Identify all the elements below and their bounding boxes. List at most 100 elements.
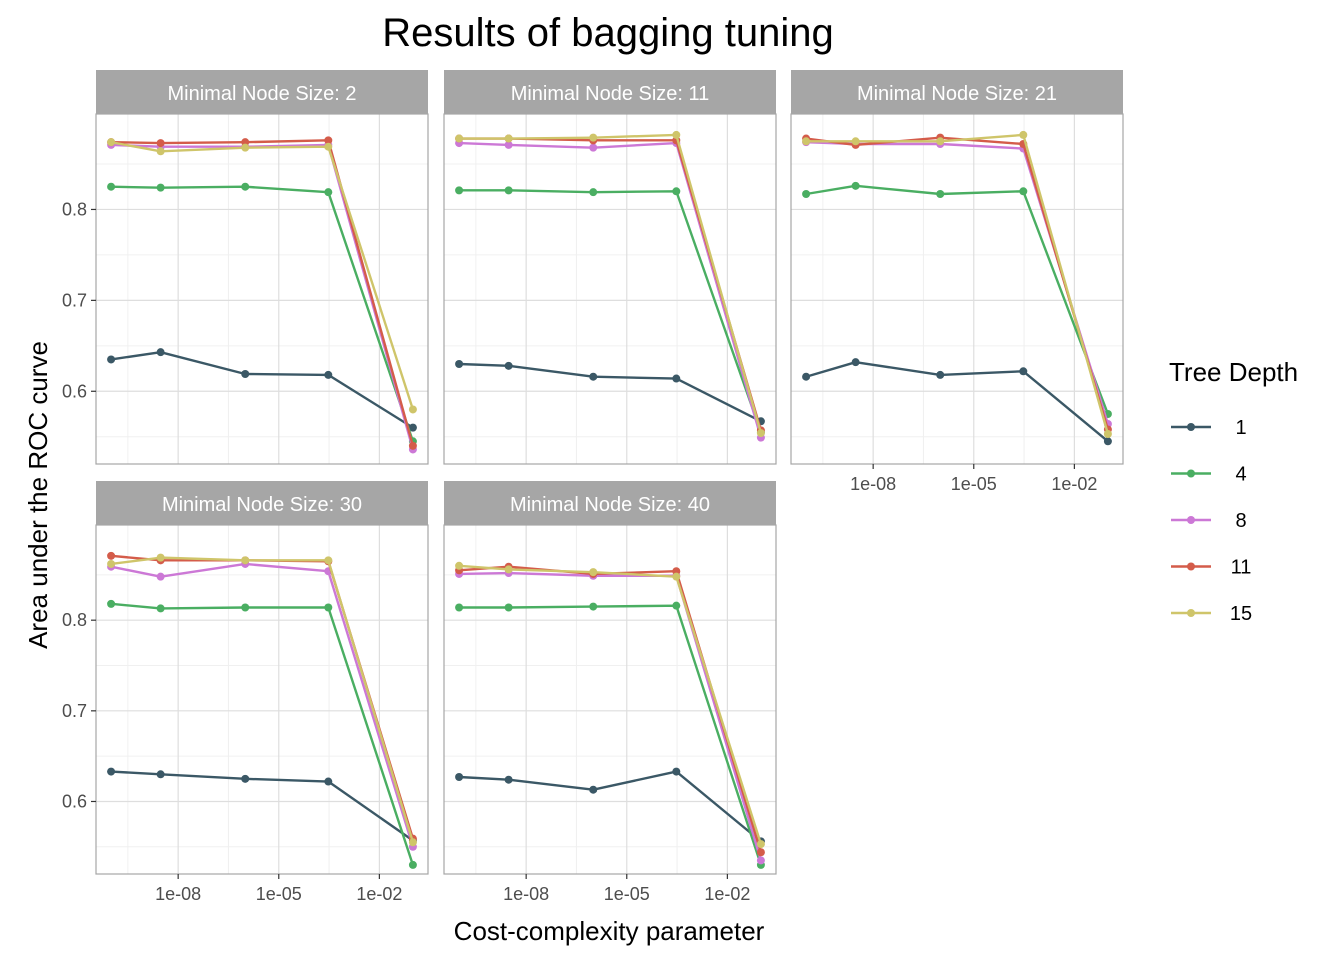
data-point bbox=[589, 372, 598, 381]
facet-strip bbox=[444, 481, 776, 525]
y-tick-label: 0.6 bbox=[62, 381, 87, 401]
y-tick-label: 0.6 bbox=[62, 791, 87, 811]
facet-strip bbox=[791, 70, 1123, 114]
facet-panel: Minimal Node Size: 11 bbox=[443, 70, 777, 465]
data-point bbox=[324, 142, 333, 151]
x-tick-label: 1e-05 bbox=[604, 884, 650, 904]
panel-background bbox=[444, 114, 776, 464]
panel-border bbox=[443, 113, 777, 465]
data-point bbox=[589, 188, 598, 197]
data-point bbox=[851, 137, 860, 146]
data-point bbox=[241, 182, 250, 191]
data-point bbox=[936, 190, 945, 198]
data-point bbox=[589, 133, 598, 142]
data-point bbox=[672, 187, 681, 196]
facet-strip bbox=[96, 70, 428, 114]
data-point bbox=[455, 186, 464, 195]
y-tick-label: 0.7 bbox=[62, 701, 87, 721]
y-tick-label: 0.7 bbox=[62, 290, 87, 310]
data-point bbox=[504, 186, 513, 195]
data-point bbox=[107, 138, 116, 147]
data-point bbox=[936, 370, 945, 379]
facet-panel: Minimal Node Size: 2 0.6 0.7 0.8 bbox=[62, 70, 429, 465]
data-point bbox=[1019, 187, 1028, 196]
facet-panel: Minimal Node Size: 30 0.6 0.7 0.8 1e-08 1e-05… bbox=[62, 481, 429, 904]
legend-key-point bbox=[1187, 562, 1195, 571]
data-point bbox=[455, 603, 464, 612]
data-point bbox=[756, 429, 765, 438]
data-point bbox=[156, 604, 165, 613]
data-point bbox=[107, 551, 116, 560]
data-point bbox=[107, 355, 116, 364]
legend-key-point bbox=[1187, 516, 1195, 524]
data-point bbox=[756, 856, 765, 865]
facet-strip-label: Minimal Node Size: 11 bbox=[511, 83, 710, 105]
data-point bbox=[156, 553, 165, 562]
data-point bbox=[936, 137, 945, 146]
legend-entry-label: 8 bbox=[1235, 510, 1246, 532]
data-point bbox=[756, 848, 765, 857]
data-point bbox=[156, 147, 165, 156]
data-point bbox=[408, 838, 417, 847]
legend-key-point bbox=[1187, 423, 1195, 431]
x-tick-label: 1e-02 bbox=[356, 884, 402, 904]
data-point bbox=[107, 182, 116, 191]
data-point bbox=[241, 370, 250, 378]
data-point bbox=[455, 561, 464, 570]
data-point bbox=[672, 374, 681, 383]
data-point bbox=[802, 372, 811, 381]
legend-title: Tree Depth bbox=[1169, 357, 1298, 387]
panel-border bbox=[95, 524, 429, 875]
facet-strip bbox=[444, 70, 776, 114]
panel-border bbox=[443, 524, 777, 875]
data-point bbox=[1019, 367, 1028, 376]
x-tick-label: 1e-02 bbox=[704, 884, 750, 904]
data-point bbox=[504, 140, 513, 149]
x-axis-label: Cost-complexity parameter bbox=[454, 916, 765, 946]
facet-strip-label: Minimal Node Size: 30 bbox=[162, 494, 362, 516]
data-point bbox=[324, 556, 333, 565]
x-tick-label: 1e-02 bbox=[1051, 474, 1097, 494]
legend-entry-label: 1 bbox=[1235, 417, 1246, 439]
data-point bbox=[241, 774, 250, 783]
data-point bbox=[408, 860, 417, 869]
facet-strip-label: Minimal Node Size: 2 bbox=[168, 83, 357, 105]
data-point bbox=[1103, 430, 1112, 438]
legend-key-point bbox=[1187, 469, 1195, 478]
data-point bbox=[802, 137, 811, 146]
panel-background bbox=[96, 525, 428, 874]
legend-entry-label: 11 bbox=[1231, 557, 1252, 579]
data-point bbox=[504, 603, 513, 612]
data-point bbox=[241, 603, 250, 612]
data-point bbox=[156, 572, 165, 581]
data-point bbox=[672, 767, 681, 776]
data-point bbox=[324, 370, 333, 379]
y-axis-label: Area under the ROC curve bbox=[23, 341, 53, 649]
data-point bbox=[107, 599, 116, 608]
panel-border bbox=[95, 113, 429, 465]
x-tick-label: 1e-08 bbox=[503, 884, 549, 904]
data-point bbox=[324, 777, 333, 786]
data-point bbox=[324, 188, 333, 197]
facet-panel: Minimal Node Size: 21 1e-08 1e-05 1e-02 bbox=[790, 70, 1124, 494]
facet-strip bbox=[96, 481, 428, 525]
data-point bbox=[241, 143, 250, 152]
data-point bbox=[107, 559, 116, 568]
data-point bbox=[504, 565, 513, 574]
data-point bbox=[455, 360, 464, 368]
data-point bbox=[408, 405, 417, 414]
data-point bbox=[156, 139, 165, 148]
data-point bbox=[672, 601, 681, 610]
data-point bbox=[802, 190, 811, 198]
data-point bbox=[756, 840, 765, 849]
facet-strip-label: Minimal Node Size: 21 bbox=[857, 83, 1057, 105]
data-point bbox=[851, 181, 860, 190]
x-tick-label: 1e-08 bbox=[850, 474, 896, 494]
data-point bbox=[1103, 437, 1112, 446]
data-point bbox=[504, 134, 513, 143]
data-point bbox=[241, 556, 250, 565]
facet-strip-label: Minimal Node Size: 40 bbox=[510, 494, 710, 516]
data-point bbox=[324, 603, 333, 612]
